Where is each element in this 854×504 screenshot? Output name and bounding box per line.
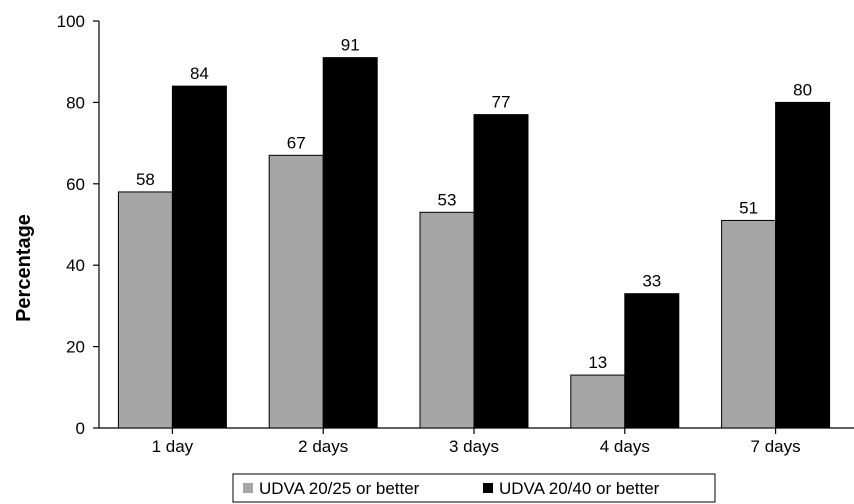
data-label: 33 xyxy=(642,272,661,291)
data-label: 77 xyxy=(492,93,511,112)
bars: 58 84 67 91 53 77 13 33 51 80 xyxy=(117,36,831,429)
bar xyxy=(117,191,173,429)
x-tick-label: 4 days xyxy=(600,437,650,456)
legend-box xyxy=(232,473,716,503)
data-label: 51 xyxy=(739,198,758,217)
bar xyxy=(624,293,680,429)
y-tick-label: 60 xyxy=(66,175,85,194)
y-tick-label: 0 xyxy=(76,419,85,438)
bar xyxy=(775,101,831,429)
data-label: 53 xyxy=(438,190,457,209)
legend-label: UDVA 20/25 or better xyxy=(259,479,420,498)
bar xyxy=(570,374,626,429)
legend-label: UDVA 20/40 or better xyxy=(499,479,660,498)
y-tick-label: 20 xyxy=(66,338,85,357)
data-label: 80 xyxy=(793,80,812,99)
x-tick-label: 1 day xyxy=(152,437,194,456)
bar xyxy=(473,114,529,429)
data-label: 67 xyxy=(287,133,306,152)
y-axis-label: Percentage xyxy=(13,214,35,322)
data-label: 84 xyxy=(190,64,209,83)
bar xyxy=(171,85,227,429)
bar xyxy=(322,57,378,429)
bar xyxy=(268,154,324,429)
y-tick-label: 40 xyxy=(66,256,85,275)
data-label: 58 xyxy=(136,170,155,189)
y-tick-label: 80 xyxy=(66,93,85,112)
data-label: 13 xyxy=(588,353,607,372)
y-tick-label: 100 xyxy=(57,12,85,31)
x-tick-label: 7 days xyxy=(751,437,801,456)
bar xyxy=(419,211,475,429)
x-tick-label: 3 days xyxy=(449,437,499,456)
data-label: 91 xyxy=(341,36,360,55)
legend-swatch xyxy=(243,483,253,493)
bar xyxy=(721,219,777,429)
legend-swatch xyxy=(483,483,493,493)
x-tick-label: 2 days xyxy=(298,437,348,456)
legend: UDVA 20/25 or better UDVA 20/40 or better xyxy=(232,473,716,503)
axes: 0 20 40 60 80 100 1 day 2 days 3 days 4 days 7 day… xyxy=(57,12,854,456)
